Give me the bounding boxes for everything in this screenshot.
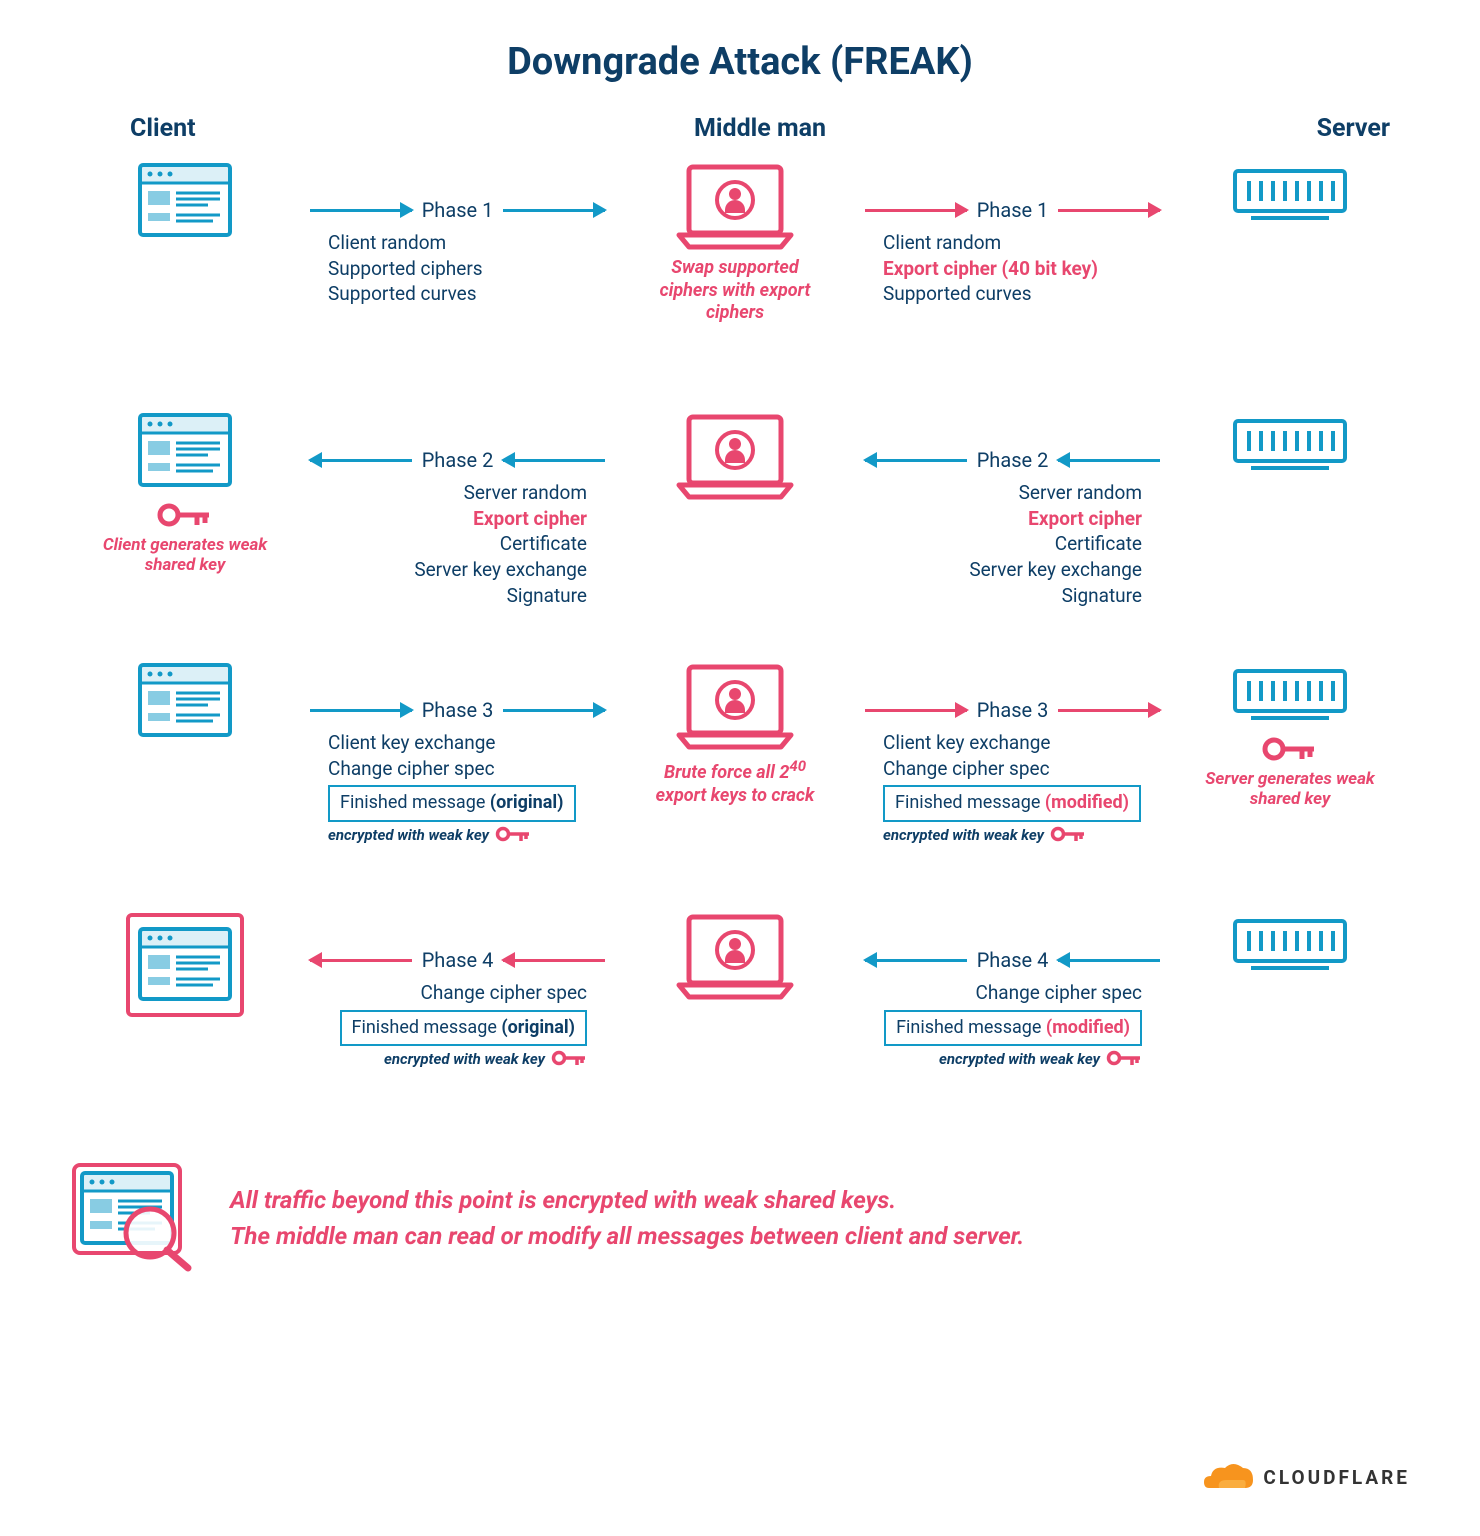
- brand-text: CLOUDFLARE: [1263, 1466, 1410, 1489]
- fin-variant: (original): [501, 1017, 575, 1038]
- r1-right-msg2: Supported curves: [883, 281, 1160, 307]
- key-small-icon: [551, 1050, 587, 1068]
- summary-line1: All traffic beyond this point is encrypt…: [230, 1182, 1024, 1218]
- client-browser-icon: [138, 413, 232, 489]
- fin-text: Finished message: [352, 1017, 502, 1038]
- key-icon: [1262, 737, 1318, 763]
- finished-box-original: Finished message (original): [328, 785, 576, 821]
- summary: All traffic beyond this point is encrypt…: [60, 1163, 1420, 1273]
- r2r-msg0: Server random: [883, 480, 1142, 506]
- r2r-msg1: Export cipher: [883, 506, 1142, 532]
- middleman-laptop-icon: [675, 913, 795, 1001]
- finished-box-modified: Finished message (modified): [883, 785, 1141, 821]
- phase4-row: Phase 4 Change cipher spec Finished mess…: [60, 913, 1420, 1133]
- key-icon: [157, 503, 213, 529]
- r1-mid-caption: Swap supported ciphers with export ciphe…: [645, 257, 825, 325]
- r1-right-msg0: Client random: [883, 230, 1160, 256]
- phase3-left-label: Phase 3: [412, 698, 504, 722]
- r2l-msg2: Certificate: [328, 531, 587, 557]
- client-browser-icon: [138, 927, 232, 1003]
- r1-left-msg1: Supported ciphers: [328, 256, 605, 282]
- cloud-icon: [1199, 1458, 1257, 1496]
- fin-variant: (modified): [1046, 1017, 1130, 1038]
- r4r-msg0: Change cipher spec: [883, 980, 1142, 1006]
- phase1-row: Phase 1 Client random Supported ciphers …: [60, 163, 1420, 383]
- fin-variant: (original): [490, 792, 564, 813]
- server-icon: [1231, 163, 1349, 223]
- r2l-msg3: Server key exchange: [328, 557, 587, 583]
- phase2-row: Client generates weak shared key Phase 2…: [60, 413, 1420, 633]
- key-small-icon: [495, 826, 531, 844]
- r1-left-msg2: Supported curves: [328, 281, 605, 307]
- r2r-msg3: Server key exchange: [883, 557, 1142, 583]
- fin-variant: (modified): [1045, 792, 1129, 813]
- phase2-left-label: Phase 2: [412, 448, 504, 472]
- enc-note: encrypted with weak key: [939, 1049, 1100, 1069]
- client-browser-icon: [138, 663, 232, 739]
- r3-right-caption: Server generates weak shared key: [1205, 769, 1375, 810]
- r2l-msg0: Server random: [328, 480, 587, 506]
- r2r-msg4: Signature: [883, 583, 1142, 609]
- client-browser-icon: [138, 163, 232, 239]
- phase2-right-label: Phase 2: [967, 448, 1059, 472]
- r3r-msg1: Change cipher spec: [883, 756, 1160, 782]
- browser-magnify-icon: [70, 1163, 200, 1273]
- r2-left-caption: Client generates weak shared key: [100, 535, 270, 576]
- finished-box-modified: Finished message (modified): [884, 1010, 1142, 1046]
- r3r-msg0: Client key exchange: [883, 730, 1160, 756]
- enc-note: encrypted with weak key: [883, 825, 1044, 845]
- server-icon: [1231, 413, 1349, 473]
- middleman-laptop-icon: [675, 163, 795, 251]
- phase4-left-label: Phase 4: [412, 948, 504, 972]
- r3l-msg1: Change cipher spec: [328, 756, 605, 782]
- server-icon: [1231, 913, 1349, 973]
- middleman-laptop-icon: [675, 413, 795, 501]
- cloudflare-logo: CLOUDFLARE: [1199, 1458, 1410, 1496]
- r4l-msg0: Change cipher spec: [328, 980, 587, 1006]
- phase3-right-label: Phase 3: [967, 698, 1059, 722]
- r3-mid-caption: Brute force all 240 export keys to crack: [655, 757, 815, 807]
- finished-box-original: Finished message (original): [340, 1010, 588, 1046]
- phase1-left-label: Phase 1: [412, 198, 504, 222]
- middleman-laptop-icon: [675, 663, 795, 751]
- enc-note: encrypted with weak key: [328, 825, 489, 845]
- phase1-right-label: Phase 1: [967, 198, 1059, 222]
- enc-note: encrypted with weak key: [384, 1049, 545, 1069]
- col-client: Client: [130, 114, 330, 143]
- fin-text: Finished message: [340, 792, 490, 813]
- col-server: Server: [1190, 114, 1390, 143]
- r2r-msg2: Certificate: [883, 531, 1142, 557]
- phase4-right-label: Phase 4: [967, 948, 1059, 972]
- r1-left-msg0: Client random: [328, 230, 605, 256]
- r2l-msg4: Signature: [328, 583, 587, 609]
- fin-text: Finished message: [896, 1017, 1046, 1038]
- fin-text: Finished message: [895, 792, 1045, 813]
- key-small-icon: [1050, 826, 1086, 844]
- diagram-title: Downgrade Attack (FREAK): [60, 40, 1420, 84]
- summary-line2: The middle man can read or modify all me…: [230, 1218, 1024, 1254]
- r3l-msg0: Client key exchange: [328, 730, 605, 756]
- r2l-msg1: Export cipher: [328, 506, 587, 532]
- col-middle: Middle man: [660, 114, 860, 143]
- phase3-row: Phase 3 Client key exchange Change ciphe…: [60, 663, 1420, 883]
- server-icon: [1231, 663, 1349, 723]
- key-small-icon: [1106, 1050, 1142, 1068]
- r1-right-msg1: Export cipher (40 bit key): [883, 256, 1160, 282]
